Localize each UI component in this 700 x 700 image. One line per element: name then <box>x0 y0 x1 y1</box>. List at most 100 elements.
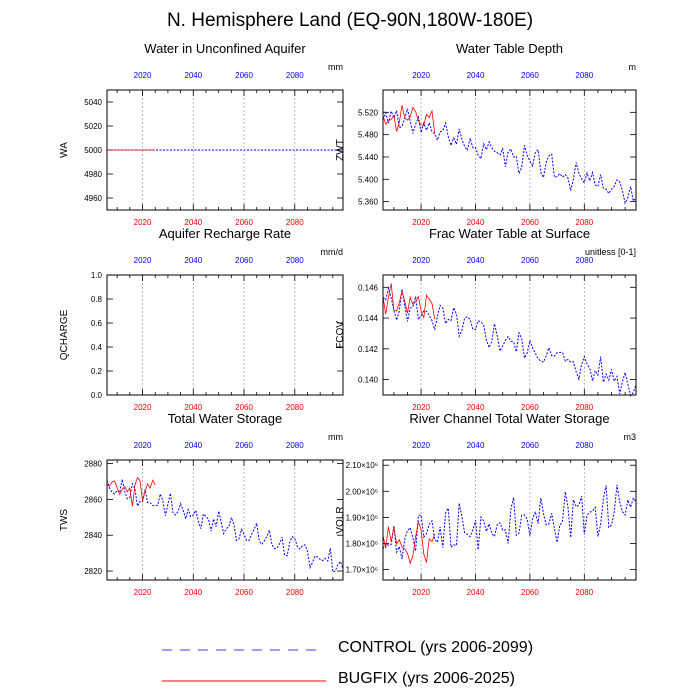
y-tick-label: 0.4 <box>91 343 103 352</box>
plot-frame <box>106 274 344 396</box>
panel-zwt: Water Table Depth m ZWT 2020 2020 2040 2040 206… <box>335 41 637 227</box>
series-line-control <box>382 484 637 560</box>
y-tick-label: 0.8 <box>91 295 103 304</box>
panel-wa: Water in Unconfined Aquifer mm WA 2020 2020 2… <box>59 41 344 227</box>
x-tick-label-top: 2080 <box>575 256 593 265</box>
x-tick-label-top: 2060 <box>235 441 253 450</box>
plot-frame <box>382 274 637 396</box>
panel-title: Frac Water Table at Surface <box>429 226 590 241</box>
legend-entry-control: CONTROL (yrs 2006-2099) <box>160 639 580 659</box>
x-tick-label-bottom: 2060 <box>521 218 539 227</box>
x-tick-label-bottom: 2060 <box>521 403 539 412</box>
panel-title: Water Table Depth <box>456 41 563 56</box>
y-tick-label: 5.360 <box>358 198 379 207</box>
x-tick-label-bottom: 2080 <box>286 218 304 227</box>
panel-units: mm/d <box>321 247 344 257</box>
y-tick-label: 0.140 <box>358 376 379 385</box>
x-tick-label-bottom: 2080 <box>286 403 304 412</box>
x-tick-label-bottom: 2080 <box>286 588 304 597</box>
panel-units: unitless [0-1] <box>585 247 636 257</box>
series-line-bugfix <box>382 105 436 134</box>
y-tick-label: 0.2 <box>91 367 103 376</box>
y-tick-label: 0.0 <box>91 391 103 400</box>
y-axis-label: ZWT <box>335 139 346 161</box>
figure-title: N. Hemisphere Land (EQ-90N,180W-180E) <box>166 10 534 31</box>
x-tick-label-bottom: 2040 <box>467 588 485 597</box>
panel-tws: Total Water Storage mm TWS 2020 2020 2040 2040… <box>59 411 344 597</box>
series-line-control <box>382 108 637 205</box>
y-tick-label: 5.400 <box>358 175 379 184</box>
y-tick-label: 2.10×10⁶ <box>346 461 378 470</box>
x-tick-label-bottom: 2020 <box>134 588 152 597</box>
y-tick-label: 2860 <box>84 495 102 504</box>
series-line-bugfix <box>382 521 436 565</box>
legend-label-bugfix: BUGFIX (yrs 2006-2025) <box>338 670 515 687</box>
x-tick-label-top: 2040 <box>467 256 485 265</box>
series-line-control <box>106 479 344 573</box>
x-tick-label-top: 2060 <box>235 71 253 80</box>
x-tick-label-bottom: 2020 <box>412 403 430 412</box>
panel-units: mm <box>328 432 343 442</box>
y-tick-label: 1.70×10⁶ <box>346 566 378 575</box>
x-tick-label-top: 2080 <box>286 71 304 80</box>
panel-volr: River Channel Total Water Storage m3 VOLR 2… <box>335 411 637 597</box>
y-axis-label: TWS <box>59 509 70 532</box>
x-tick-label-top: 2080 <box>575 441 593 450</box>
x-tick-label-bottom: 2060 <box>235 403 253 412</box>
y-tick-label: 2840 <box>84 531 102 540</box>
series-line-bugfix <box>106 476 156 507</box>
y-tick-label: 0.146 <box>358 283 379 292</box>
x-tick-label-top: 2040 <box>184 441 202 450</box>
y-axis-label: VOLR <box>335 506 346 533</box>
x-tick-label-top: 2080 <box>575 71 593 80</box>
x-tick-label-bottom: 2020 <box>412 588 430 597</box>
panel-fcov: Frac Water Table at Surface unitless [0-1… <box>335 226 637 412</box>
y-tick-label: 5.480 <box>358 131 379 140</box>
y-tick-label: 0.144 <box>358 314 379 323</box>
y-tick-label: 4980 <box>84 170 102 179</box>
y-axis-label: FCOV <box>335 321 346 349</box>
legend-label-control: CONTROL (yrs 2006-2099) <box>338 639 534 656</box>
x-tick-label-top: 2040 <box>184 71 202 80</box>
x-tick-label-top: 2020 <box>412 71 430 80</box>
panel-qcharge: Aquifer Recharge Rate mm/d QCHARGE 2020 2020… <box>59 226 344 412</box>
x-tick-label-bottom: 2060 <box>521 588 539 597</box>
legend-entry-bugfix: BUGFIX (yrs 2006-2025) <box>160 670 580 690</box>
x-tick-label-top: 2060 <box>521 256 539 265</box>
x-tick-label-top: 2020 <box>134 71 152 80</box>
y-tick-label: 5040 <box>84 98 102 107</box>
x-tick-label-bottom: 2020 <box>134 218 152 227</box>
y-tick-label: 5.440 <box>358 153 379 162</box>
x-tick-label-bottom: 2040 <box>184 403 202 412</box>
panel-title: Aquifer Recharge Rate <box>159 226 291 241</box>
y-axis-label: WA <box>59 142 70 158</box>
x-tick-label-bottom: 2060 <box>235 588 253 597</box>
panel-title: Total Water Storage <box>168 411 282 426</box>
plot-frame <box>106 459 344 581</box>
x-tick-label-top: 2080 <box>286 441 304 450</box>
y-tick-label: 0.142 <box>358 345 379 354</box>
y-tick-label: 5000 <box>84 146 102 155</box>
plot-frame <box>106 89 344 211</box>
y-tick-label: 5020 <box>84 122 102 131</box>
x-tick-label-top: 2060 <box>521 441 539 450</box>
x-tick-label-top: 2040 <box>467 71 485 80</box>
series-line-control <box>382 286 637 397</box>
x-tick-label-top: 2020 <box>134 256 152 265</box>
y-tick-label: 4960 <box>84 194 102 203</box>
x-tick-label-bottom: 2080 <box>575 403 593 412</box>
plot-frame <box>382 459 637 581</box>
y-axis-label: QCHARGE <box>59 309 70 360</box>
y-tick-label: 2880 <box>84 460 102 469</box>
x-tick-label-bottom: 2060 <box>235 218 253 227</box>
y-tick-label: 2.00×10⁶ <box>346 487 378 496</box>
y-tick-label: 1.90×10⁶ <box>346 513 378 522</box>
x-tick-label-bottom: 2080 <box>575 218 593 227</box>
x-tick-label-bottom: 2020 <box>412 218 430 227</box>
legend-swatch-control <box>162 649 318 651</box>
y-tick-label: 0.6 <box>91 319 103 328</box>
x-tick-label-top: 2020 <box>412 441 430 450</box>
x-tick-label-bottom: 2040 <box>467 403 485 412</box>
x-tick-label-bottom: 2040 <box>184 588 202 597</box>
